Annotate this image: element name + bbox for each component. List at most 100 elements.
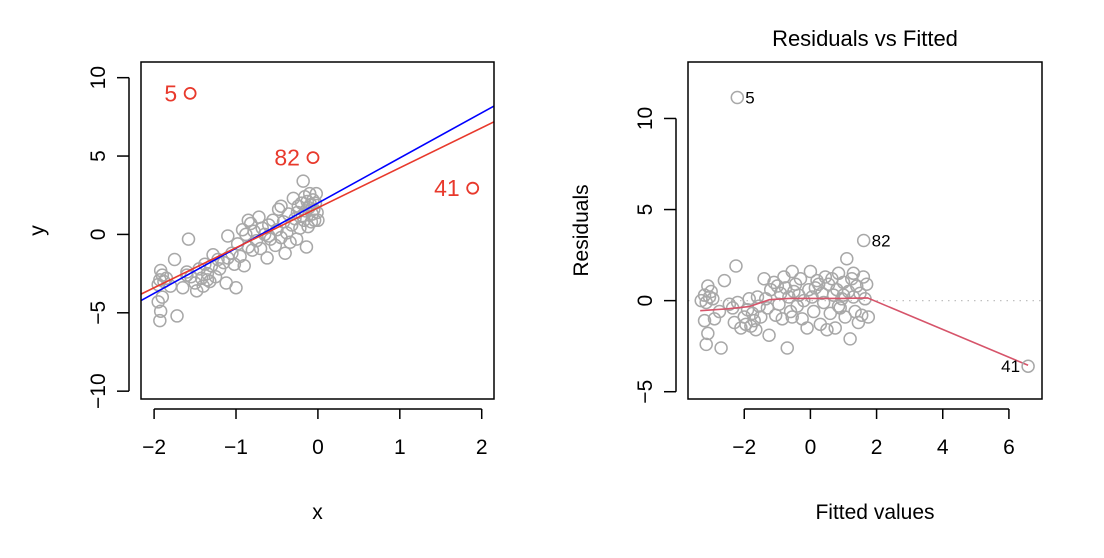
y-tick-label: 0	[87, 229, 110, 241]
outlier-point	[183, 86, 197, 100]
x-tick-label: 0	[312, 436, 324, 459]
outlier-point	[730, 90, 745, 105]
data-point	[253, 241, 268, 256]
data-point	[237, 259, 251, 273]
data-point	[836, 288, 851, 302]
data-point	[742, 292, 756, 306]
left-fit-lines-layer	[140, 105, 495, 302]
data-point	[699, 337, 713, 352]
fit-all-points-line	[140, 121, 495, 295]
data-point	[300, 194, 315, 209]
data-point	[239, 227, 253, 242]
data-point	[818, 270, 833, 284]
data-point	[293, 221, 307, 235]
data-point	[717, 273, 732, 288]
data-point	[701, 326, 715, 341]
data-point	[840, 251, 854, 266]
data-point	[714, 341, 728, 355]
data-point	[208, 269, 223, 284]
data-point	[846, 266, 861, 281]
data-point	[747, 313, 761, 328]
outlier-label: 5	[164, 80, 177, 106]
left-x-axis: −2 −1 0 1 2	[142, 408, 488, 459]
data-point	[200, 266, 215, 281]
outlier-point	[466, 181, 480, 195]
data-point	[762, 328, 776, 342]
data-point	[307, 213, 322, 228]
right-highlighted-points-layer: 5 82 41	[730, 89, 1035, 376]
y-tick-label: −5	[87, 301, 110, 325]
data-point	[278, 246, 292, 260]
outlier-label: 41	[1001, 357, 1020, 376]
data-point	[859, 277, 874, 291]
y-tick-label: 10	[87, 66, 110, 89]
y-tick-label: −5	[634, 380, 657, 404]
y-tick-label: 5	[634, 204, 657, 216]
data-point	[280, 226, 294, 240]
left-y-axis: −10 −5 0 5 10	[87, 66, 130, 409]
outlier-label: 5	[745, 89, 754, 108]
data-point	[754, 310, 768, 324]
y-tick-label: 5	[87, 150, 110, 162]
data-point	[785, 264, 799, 279]
x-tick-label: −2	[732, 436, 756, 459]
data-point	[153, 313, 167, 328]
lowess-smoother-line	[700, 297, 1029, 367]
data-point	[241, 213, 256, 228]
data-point	[697, 313, 712, 328]
outlier-label: 41	[434, 175, 460, 201]
data-point	[785, 310, 799, 324]
data-point	[176, 280, 190, 295]
data-point	[151, 295, 165, 309]
right-points-layer	[694, 251, 876, 355]
data-point	[777, 270, 791, 284]
right-y-axis-label: Residuals	[570, 184, 593, 276]
data-point	[797, 293, 811, 308]
data-point	[198, 257, 212, 271]
left-x-axis-label: x	[312, 501, 323, 524]
data-point	[793, 272, 808, 286]
residuals-plot-title: Residuals vs Fitted	[772, 26, 958, 51]
data-point	[795, 312, 809, 326]
data-point	[311, 213, 325, 228]
data-point	[861, 310, 876, 324]
data-point	[706, 292, 720, 306]
data-point	[221, 229, 235, 243]
data-point	[309, 186, 324, 201]
x-tick-label: −1	[224, 436, 248, 459]
left-y-axis-label: y	[26, 225, 49, 236]
data-point	[181, 232, 196, 246]
left-highlighted-points-layer: 5 82 41	[164, 80, 480, 201]
data-point	[167, 252, 182, 267]
data-point	[820, 323, 834, 337]
data-point	[816, 295, 831, 310]
left-points-layer	[151, 174, 325, 328]
data-point	[241, 240, 256, 254]
right-plot-frame	[687, 61, 1043, 400]
data-point	[806, 304, 821, 319]
data-point	[310, 205, 324, 220]
outlier-point	[856, 233, 871, 248]
right-x-axis: −2 0 2 4 6	[732, 408, 1015, 459]
data-point	[722, 297, 737, 312]
x-tick-label: −2	[142, 436, 166, 459]
data-point	[749, 323, 763, 337]
y-tick-label: 0	[634, 295, 657, 307]
data-point	[299, 240, 314, 254]
data-point	[284, 218, 299, 232]
x-tick-label: 2	[871, 436, 883, 459]
data-point	[775, 312, 790, 326]
right-y-axis: −5 0 5 10	[634, 107, 677, 404]
x-tick-label: 4	[937, 436, 949, 459]
data-point	[849, 279, 864, 293]
data-point	[780, 341, 795, 355]
x-tick-label: 2	[476, 436, 488, 459]
outlier-label: 82	[872, 232, 891, 251]
data-point	[155, 290, 170, 304]
y-tick-label: 10	[634, 107, 657, 130]
fit-without-outliers-line	[140, 105, 495, 302]
outlier-point	[306, 151, 320, 165]
